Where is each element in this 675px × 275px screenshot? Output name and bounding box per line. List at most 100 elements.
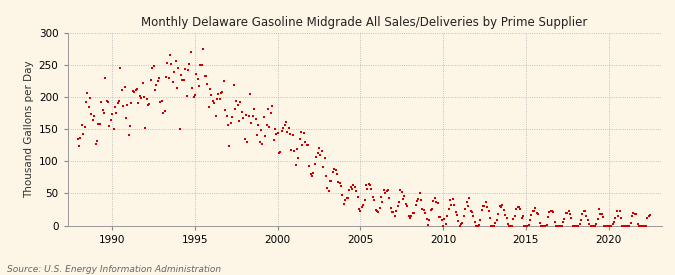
Point bbox=[389, 214, 400, 218]
Point bbox=[132, 86, 142, 91]
Point bbox=[133, 101, 144, 106]
Point bbox=[344, 188, 355, 193]
Point bbox=[479, 204, 490, 208]
Point bbox=[351, 189, 362, 193]
Point bbox=[446, 203, 457, 207]
Point bbox=[374, 206, 385, 210]
Point bbox=[400, 202, 411, 206]
Point bbox=[642, 216, 653, 221]
Point bbox=[580, 209, 591, 213]
Point bbox=[192, 77, 203, 81]
Point bbox=[277, 126, 288, 130]
Point bbox=[396, 189, 407, 194]
Point bbox=[112, 101, 123, 105]
Point bbox=[125, 124, 136, 128]
Point bbox=[526, 212, 537, 217]
Point bbox=[231, 99, 242, 103]
Point bbox=[531, 211, 542, 215]
Point bbox=[74, 144, 84, 149]
Point bbox=[163, 75, 174, 80]
Point bbox=[431, 200, 441, 205]
Point bbox=[585, 223, 596, 228]
Point bbox=[216, 91, 227, 95]
Point bbox=[178, 78, 189, 82]
Point bbox=[340, 198, 350, 203]
Point bbox=[146, 66, 157, 71]
Point bbox=[150, 88, 161, 92]
Point bbox=[597, 214, 608, 219]
Point bbox=[196, 63, 207, 68]
Point bbox=[387, 210, 398, 214]
Point bbox=[329, 167, 340, 171]
Point bbox=[126, 101, 137, 106]
Point bbox=[453, 219, 464, 223]
Point bbox=[448, 196, 458, 201]
Point bbox=[481, 200, 491, 205]
Point bbox=[485, 215, 495, 220]
Point bbox=[524, 218, 535, 223]
Point bbox=[130, 87, 141, 92]
Point bbox=[138, 95, 149, 99]
Point bbox=[433, 214, 444, 219]
Point bbox=[449, 202, 460, 207]
Point bbox=[191, 71, 202, 76]
Point bbox=[337, 192, 348, 197]
Point bbox=[501, 216, 512, 220]
Point bbox=[388, 210, 399, 214]
Point bbox=[507, 223, 518, 228]
Point bbox=[490, 221, 501, 226]
Point bbox=[238, 116, 248, 120]
Point bbox=[227, 115, 238, 119]
Point bbox=[576, 218, 587, 223]
Point bbox=[124, 133, 134, 137]
Point bbox=[560, 211, 571, 216]
Point bbox=[348, 182, 359, 187]
Point bbox=[211, 96, 222, 101]
Point bbox=[173, 66, 184, 70]
Point bbox=[171, 86, 182, 91]
Point bbox=[240, 113, 251, 117]
Point bbox=[637, 223, 647, 228]
Point bbox=[80, 100, 91, 104]
Point bbox=[437, 223, 448, 228]
Point bbox=[402, 204, 412, 209]
Point bbox=[497, 202, 508, 207]
Point bbox=[215, 97, 225, 101]
Point bbox=[545, 208, 556, 213]
Point bbox=[162, 61, 173, 65]
Point bbox=[428, 199, 439, 204]
Point bbox=[543, 214, 554, 219]
Point bbox=[423, 223, 433, 227]
Point bbox=[261, 123, 272, 128]
Point bbox=[82, 91, 92, 96]
Point bbox=[223, 123, 234, 127]
Point bbox=[559, 217, 570, 221]
Point bbox=[239, 137, 250, 141]
Point bbox=[527, 209, 538, 213]
Point bbox=[512, 205, 523, 210]
Point bbox=[232, 103, 243, 108]
Point bbox=[271, 132, 281, 136]
Point bbox=[181, 94, 192, 98]
Point bbox=[603, 223, 614, 228]
Point bbox=[569, 223, 580, 228]
Point bbox=[452, 213, 462, 217]
Point bbox=[549, 219, 560, 224]
Point bbox=[498, 207, 509, 212]
Point bbox=[416, 197, 427, 202]
Point bbox=[613, 214, 624, 218]
Point bbox=[118, 104, 129, 108]
Point bbox=[206, 93, 217, 97]
Point bbox=[292, 146, 302, 151]
Point bbox=[406, 214, 416, 219]
Point bbox=[469, 220, 480, 224]
Point bbox=[573, 223, 584, 228]
Point bbox=[373, 210, 383, 214]
Point bbox=[624, 223, 634, 228]
Point bbox=[203, 105, 214, 109]
Point bbox=[319, 156, 330, 160]
Point bbox=[371, 209, 382, 213]
Point bbox=[249, 107, 260, 111]
Point bbox=[625, 220, 636, 225]
Point bbox=[322, 186, 333, 191]
